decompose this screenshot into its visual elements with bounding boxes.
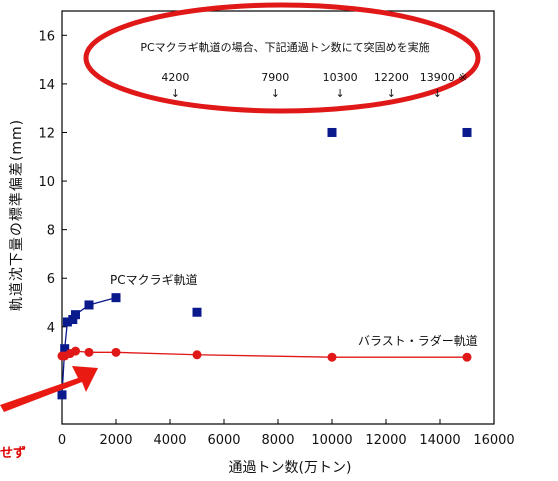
down-arrow-icon: ↓ <box>171 87 180 100</box>
series-label-pc: PCマクラギ軌道 <box>110 272 198 287</box>
x-tick-label: 2000 <box>99 433 132 448</box>
point-pc <box>462 127 472 137</box>
x-tick-label: 16000 <box>473 433 514 448</box>
point-ballast <box>327 352 337 362</box>
point-pc <box>57 390 67 400</box>
point-pc <box>192 307 202 317</box>
x-tick-label: 6000 <box>207 433 240 448</box>
series-points <box>57 127 472 400</box>
y-tick-label: 12 <box>38 126 55 141</box>
annotation-markers: 4200 ↓ 7900 ↓ 10300 ↓ 12200 ↓ 13900 ↓ ※ <box>161 71 467 100</box>
x-tick-label: 0 <box>58 433 66 448</box>
axis-ticks: 0 2000 4000 6000 8000 10000 12000 14000 16000 4 6 8… <box>38 29 514 448</box>
annotation-value: 7900 <box>261 71 289 84</box>
annotation-value: 10300 <box>323 71 358 84</box>
series-label-ballast: バラスト・ラダー軌道 <box>358 333 478 348</box>
y-axis-title: 軌道沈下量の標準偏差(mm) <box>9 119 25 311</box>
annotation-text: PCマクラギ軌道の場合、下記通過トン数にて突固めを実施 <box>140 40 429 54</box>
point-pc <box>71 310 80 320</box>
annotation-value: 4200 <box>161 71 189 84</box>
annotation-suffix: ※ <box>458 71 467 84</box>
down-arrow-icon: ↓ <box>335 87 344 100</box>
x-tick-label: 10000 <box>311 433 352 448</box>
x-axis-title: 通過トン数(万トン) <box>229 460 352 476</box>
point-ballast <box>192 350 202 360</box>
point-ballast <box>111 347 121 357</box>
annotation-value: 13900 <box>420 71 455 84</box>
point-ballast <box>71 346 80 356</box>
point-pc <box>60 344 70 354</box>
down-arrow-icon: ↓ <box>387 87 396 100</box>
point-ballast <box>462 352 472 362</box>
overlay-red-text: せず <box>0 445 26 461</box>
point-pc <box>68 315 78 325</box>
down-arrow-icon: ↓ <box>433 87 442 100</box>
down-arrow-icon: ↓ <box>271 87 280 100</box>
point-pc <box>62 317 72 327</box>
x-tick-label: 4000 <box>153 433 186 448</box>
y-tick-label: 10 <box>38 175 55 190</box>
highlight-ellipse <box>83 2 481 114</box>
point-pc <box>327 127 337 137</box>
y-tick-label: 8 <box>47 224 55 239</box>
annotation-value: 12200 <box>374 71 409 84</box>
y-tick-label: 16 <box>38 29 55 44</box>
x-tick-label: 14000 <box>419 433 460 448</box>
point-pc <box>111 293 121 303</box>
plot-area <box>61 10 495 425</box>
point-ballast <box>84 347 94 357</box>
y-tick-label: 4 <box>47 321 55 336</box>
x-tick-label: 12000 <box>365 433 406 448</box>
y-tick-label: 14 <box>38 78 55 93</box>
y-tick-label: 6 <box>47 272 55 287</box>
red-arrow <box>0 366 98 412</box>
point-pc <box>84 300 94 310</box>
x-tick-label: 8000 <box>261 433 294 448</box>
